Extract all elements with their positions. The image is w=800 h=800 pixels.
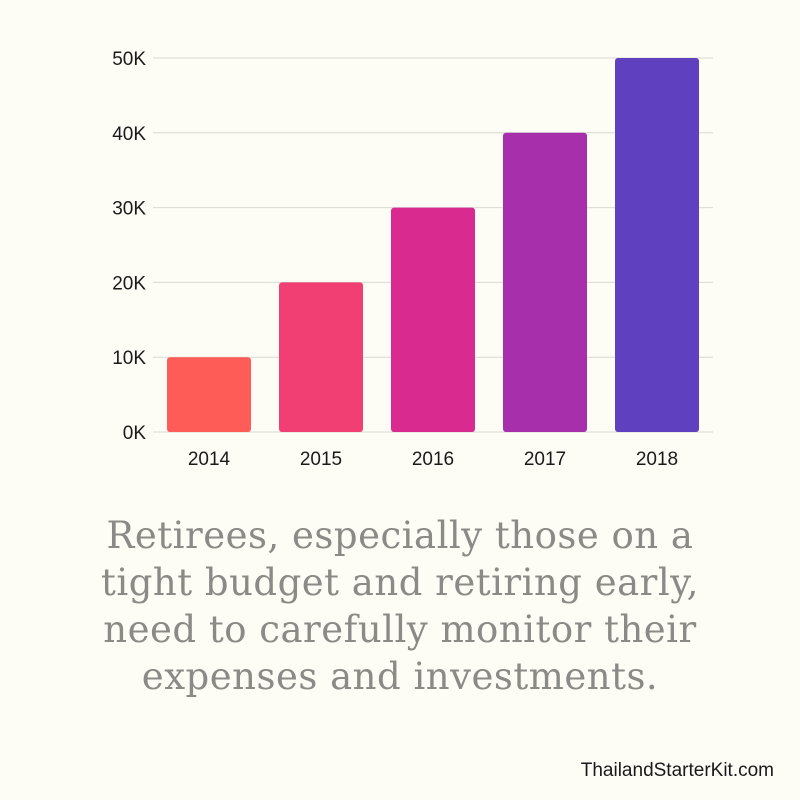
bars [167, 58, 699, 433]
x-axis-tick-labels: 2014 2015 2016 2017 2018 [188, 449, 678, 470]
caption-line: tight budget and retiring early, [101, 561, 699, 604]
caption-text: Retirees, especially those on a tight bu… [20, 512, 780, 700]
x-tick-label: 2014 [188, 449, 231, 470]
x-tick-label: 2017 [524, 449, 566, 470]
y-tick-label: 20K [112, 273, 146, 294]
site-url: ThailandStarterKit.com [580, 760, 774, 781]
bar-2015 [279, 282, 363, 432]
caption-line: need to carefully monitor their [103, 608, 697, 651]
y-axis-tick-labels: 0K 10K 20K 30K 40K 50K [112, 49, 146, 444]
bar-chart: 0K 10K 20K 30K 40K 50K 2014 2015 2016 2017 2018 [112, 49, 713, 470]
bar-2017 [503, 132, 587, 433]
caption-line: expenses and investments. [141, 655, 659, 698]
y-tick-label: 10K [112, 348, 146, 369]
y-tick-label: 30K [112, 199, 146, 220]
y-tick-label: 50K [112, 49, 146, 70]
x-tick-label: 2016 [412, 449, 454, 470]
y-tick-label: 0K [123, 423, 147, 444]
bar-2018 [615, 58, 699, 432]
x-tick-label: 2018 [636, 449, 678, 470]
caption-line: Retirees, especially those on a [106, 514, 694, 557]
bar-2014 [167, 357, 251, 432]
x-tick-label: 2015 [300, 449, 342, 470]
bar-2016 [391, 207, 475, 432]
y-tick-label: 40K [112, 124, 146, 145]
